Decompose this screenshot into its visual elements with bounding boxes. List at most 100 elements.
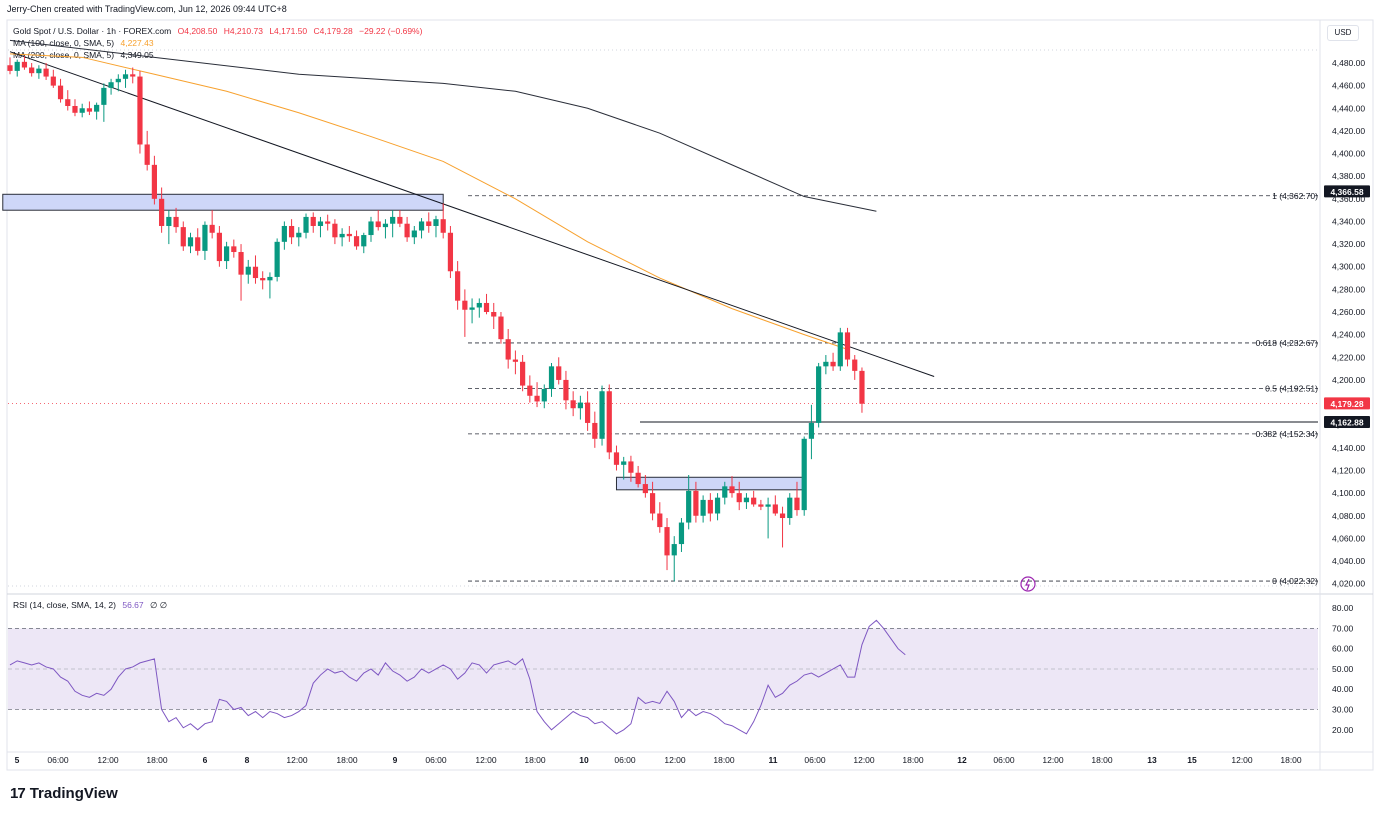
time-tick-label: 06:00 (993, 755, 1015, 765)
price-tick-label: 4,320.00 (1332, 239, 1365, 249)
candle-down (346, 233, 352, 237)
candle-down (534, 395, 540, 402)
fib-level-label: 0.618 (4,232.67) (1256, 338, 1319, 348)
candle-down (664, 527, 670, 556)
tradingview-wordmark: TradingView (29, 785, 118, 802)
candle-up (801, 438, 807, 511)
candle-down (144, 144, 150, 165)
candle-up (418, 221, 425, 231)
candle-up (678, 522, 685, 545)
time-tick-label: 6 (203, 755, 208, 765)
candle-up (541, 388, 547, 402)
ma100-legend[interactable]: MA (100, close, 0, SMA, 5) 4,227.43 (13, 38, 158, 48)
rsi-legend[interactable]: RSI (14, close, SMA, 14, 2) 56.67 ∅ ∅ (13, 600, 171, 611)
candle-down (751, 497, 757, 505)
candle-down (180, 227, 186, 247)
time-tick-label: 06:00 (425, 755, 447, 765)
price-tick-label: 4,100.00 (1332, 488, 1365, 498)
price-tick-label: 4,240.00 (1332, 330, 1365, 340)
fib-level-label: 0.5 (4,192.51) (1265, 383, 1318, 393)
candle-down (209, 224, 215, 233)
price-tick-label: 4,260.00 (1332, 307, 1365, 317)
time-tick-label: 10 (579, 755, 589, 765)
candle-down (29, 67, 35, 74)
candle-up (108, 82, 114, 88)
candle-up (368, 221, 374, 236)
candle-up (202, 224, 208, 251)
rsi-tick-label: 20.00 (1332, 725, 1354, 735)
candle-up (115, 78, 121, 83)
candle-up (411, 230, 417, 238)
rsi-tick-label: 50.00 (1332, 664, 1354, 674)
candle-down (642, 484, 648, 494)
candle-down (72, 105, 78, 113)
rsi-label: RSI (14, close, SMA, 14, 2) (13, 600, 116, 610)
time-tick-label: 12:00 (664, 755, 686, 765)
zone-box-0 (2, 193, 444, 211)
candle-up (267, 276, 273, 281)
candle-up (94, 104, 100, 112)
candle-up (671, 544, 677, 556)
rsi-tick-label: 60.00 (1332, 644, 1354, 654)
price-tick-label: 4,380.00 (1332, 171, 1365, 181)
candle-up (224, 246, 230, 262)
candle-down (729, 486, 735, 494)
candle-up (469, 307, 475, 310)
price-label-box (1324, 185, 1370, 198)
price-tick-label: 4,280.00 (1332, 284, 1365, 294)
time-tick-label: 18:00 (713, 755, 735, 765)
candle-up (281, 225, 287, 242)
candle-down (520, 361, 526, 386)
candle-up (433, 219, 439, 226)
price-tick-label: 4,420.00 (1332, 126, 1365, 136)
candle-up (765, 504, 771, 507)
candle-down (455, 271, 461, 301)
candle-down (585, 402, 591, 423)
tradingview-mark-icon: 17 (10, 785, 26, 802)
candle-up (14, 61, 20, 71)
candle-up (599, 391, 605, 439)
candle-down (527, 385, 533, 396)
candle-down (736, 493, 742, 503)
candle-down (462, 300, 468, 310)
candle-down (404, 223, 410, 238)
candle-down (231, 246, 237, 253)
rsi-tick-label: 30.00 (1332, 705, 1354, 715)
fib-level-label: 1 (4,362.70) (1272, 191, 1318, 201)
candle-up (823, 361, 829, 367)
candle-down (606, 391, 612, 453)
time-tick-label: 06:00 (804, 755, 826, 765)
candle-down (592, 422, 598, 439)
currency-button[interactable]: USD (1327, 25, 1359, 41)
price-tick-label: 4,020.00 (1332, 579, 1365, 589)
time-tick-label: 8 (245, 755, 250, 765)
candle-down (137, 76, 143, 145)
candle-down (772, 504, 778, 514)
price-tick-label: 4,300.00 (1332, 262, 1365, 272)
candle-up (36, 68, 42, 74)
symbol-title[interactable]: Gold Spot / U.S. Dollar · 1h · FOREX.com (13, 26, 172, 36)
candle-down (649, 493, 656, 514)
candle-up (577, 402, 583, 409)
candle-down (216, 232, 222, 262)
time-tick-label: 06:00 (614, 755, 636, 765)
candle-down (512, 359, 518, 362)
candle-up (245, 266, 251, 275)
time-tick-label: 12 (957, 755, 967, 765)
price-label-box (1324, 397, 1370, 410)
price-tick-label: 4,440.00 (1332, 103, 1365, 113)
ohlc-low: L4,171.50 (269, 26, 308, 36)
candle-up (339, 233, 345, 238)
candle-down (43, 68, 49, 77)
candle-down (635, 472, 641, 485)
ohlc-open: O4,208.50 (177, 26, 218, 36)
ma200-line (9, 39, 877, 212)
candle-down (375, 221, 381, 228)
candle-up (79, 108, 85, 113)
candle-up (548, 366, 555, 389)
time-tick-label: 12:00 (853, 755, 875, 765)
candle-down (50, 76, 56, 86)
price-tick-label: 4,360.00 (1332, 194, 1365, 204)
time-tick-label: 13 (1147, 755, 1157, 765)
